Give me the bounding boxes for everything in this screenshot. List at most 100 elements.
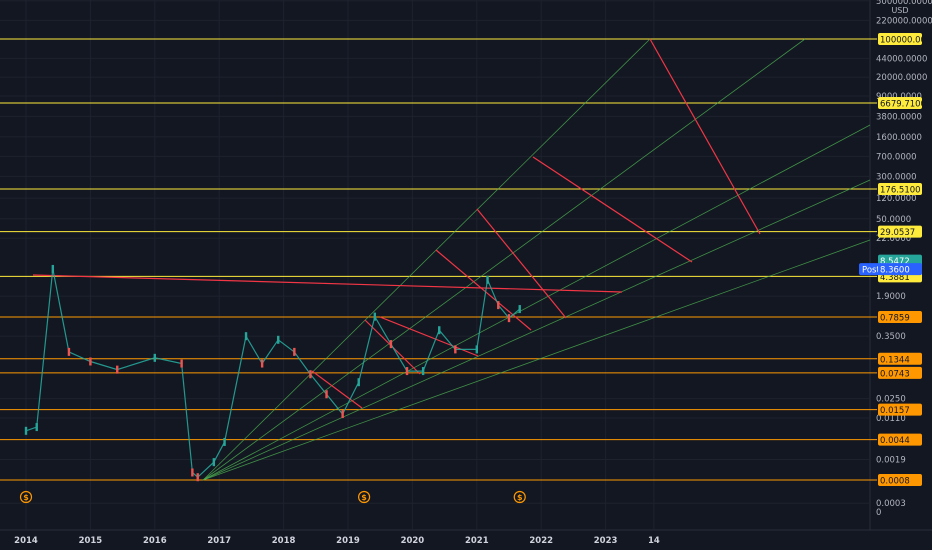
price-tags: 100000.0000 6679.7100 176.5100 29.0537 4.388… [859,33,932,487]
time-tick-label: 2023 [594,536,618,546]
price-tick-label: 0.0003 [876,499,906,509]
level-price-tag-bg [878,311,922,324]
price-tick-label: 300.0000 [876,172,917,182]
price-tick-label: 0 [876,508,881,518]
price-tick-label: 44000.0000 [876,54,927,64]
level-price-tag: 0.0044 [880,436,910,446]
level-price-tag: 0.0157 [880,406,910,416]
post-price-tag: 8.3600 [880,266,910,276]
post-label-bg [859,263,880,276]
level-price-tag: 0.0743 [880,369,910,379]
trend-line [649,38,761,235]
time-tick-label: 2018 [272,536,296,546]
time-tick-label: 2021 [465,536,489,546]
price-candle [51,264,55,273]
level-price-tag: 29.0537 [880,228,915,238]
price-candle [486,275,489,284]
level-price-tag-bg [878,225,922,238]
time-tick-label: 2014 [14,536,38,546]
dividend-marker-label: $ [23,493,29,502]
price-candle [196,473,199,482]
price-candle [475,345,478,354]
price-tick-label: 0.0110 [876,414,906,424]
price-tick-label: 700.0000 [876,152,917,162]
level-price-tag-bg [878,182,922,195]
level-price-tag: 6679.7100 [880,100,926,110]
price-candle [309,370,312,379]
price-candle [454,345,457,354]
price-tick-label: 220000.0000 [876,16,932,26]
price-tick-label: 120.0000 [876,194,917,204]
last-price-tag: 8.5472 [880,257,910,267]
level-price-tag: 0.7859 [880,314,910,324]
level-price-tag: 4.3881 [880,273,910,283]
price-candle [497,301,500,310]
trend-line [435,249,532,331]
level-price-tag-bg [878,474,922,486]
dividend-marker-label: $ [361,493,367,502]
fan-line [202,179,871,481]
fan-line [202,239,871,481]
price-candle [180,359,183,368]
price-candle [191,468,194,477]
price-tick-label: 3800.0000 [876,112,922,122]
level-price-tag-bg [878,403,922,416]
price-candle [244,332,248,341]
dividend-marker [358,490,371,504]
time-tick-label: 2019 [336,536,360,546]
level-price-tag: 100000.0000 [880,36,932,46]
price-candle [389,340,393,349]
time-tick-label: 2015 [79,536,103,546]
price-tick-label: 50.0000 [876,215,911,225]
price-candle [89,357,92,366]
price-candle [357,378,360,387]
price-tick-label: 500000.0000 [876,0,932,7]
level-price-tag-bg [878,352,922,365]
dividend-marker [19,490,33,504]
time-tick-label: 2016 [143,536,167,546]
currency-label: USD [891,6,908,15]
price-candle [223,437,226,446]
time-axis[interactable]: 2014 2015 2016 2017 2018 2019 2020 2021 2022 2023… [14,536,660,546]
trend-line [476,208,567,319]
price-tick-label: 0.0019 [876,456,906,466]
price-candle [507,314,511,323]
price-candle [341,410,344,419]
level-price-tag: 0.1344 [880,355,910,365]
fan-line [202,38,651,481]
dividend-marker-label: $ [517,493,523,502]
price-candle [24,426,28,435]
fan-line [202,38,806,481]
level-price-tag: 176.5100 [880,185,921,195]
price-candle [438,326,441,335]
fan-line [202,124,871,481]
price-tick-label: 22.0000 [876,234,911,244]
fan-lines [202,38,871,481]
price-candle [116,365,119,374]
time-tick-label: 2022 [529,536,553,546]
price-candle [212,458,216,467]
price-candle [421,367,425,376]
price-candle [325,390,328,399]
price-candle [293,347,296,356]
price-tick-label: 1.9000 [876,292,906,302]
price-tick-label: 1600.0000 [876,133,922,143]
time-tick-label: 2017 [207,536,231,546]
price-series [24,264,521,482]
post-label: Post [862,266,880,276]
price-candle [405,367,409,376]
post-price-tag-bg [878,263,922,276]
horizontal-levels [0,38,877,481]
price-tick-label: 0.3500 [876,332,906,342]
trend-line [311,370,363,409]
price-tick-label: 0.0250 [876,395,906,405]
time-tick-label: 14 [648,536,660,546]
trend-line [32,274,623,293]
level-price-tag-bg [878,97,922,110]
trend-lines [32,38,761,409]
price-candle [35,423,38,432]
price-axis[interactable]: 500000.0000 220000.0000 44000.0000 20000.00… [876,0,932,518]
level-price-tag-bg [878,366,922,379]
level-price-tag: 0.0008 [880,477,910,487]
